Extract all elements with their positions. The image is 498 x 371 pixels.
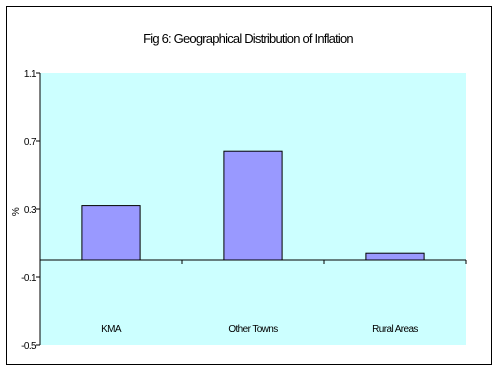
x-category-label: Rural Areas bbox=[372, 324, 418, 335]
bars-group bbox=[81, 150, 425, 261]
chart-frame: Fig 6: Geographical Distribution of Infl… bbox=[6, 6, 492, 365]
bar-rural-areas bbox=[365, 252, 425, 261]
x-category-label: KMA bbox=[101, 324, 122, 335]
bar-kma bbox=[81, 205, 141, 261]
y-ticks-group: -0.5 -0.1 0.3 0.7 1.1 bbox=[21, 69, 40, 352]
y-axis-label: % bbox=[11, 207, 22, 216]
x-category-label: Other Towns bbox=[228, 324, 278, 335]
y-tick-label: 0.7 bbox=[24, 137, 37, 148]
chart-title: Fig 6: Geographical Distribution of Infl… bbox=[143, 31, 353, 46]
y-tick-label: -0.1 bbox=[21, 273, 37, 284]
y-tick-label: 0.3 bbox=[24, 205, 37, 216]
x-labels-group: KMA Other Towns Rural Areas bbox=[101, 324, 419, 335]
chart-svg: Fig 6: Geographical Distribution of Infl… bbox=[11, 31, 467, 352]
bar-other-towns bbox=[223, 150, 283, 261]
y-tick-label: 1.1 bbox=[24, 69, 37, 80]
y-tick-label: -0.5 bbox=[21, 341, 37, 352]
